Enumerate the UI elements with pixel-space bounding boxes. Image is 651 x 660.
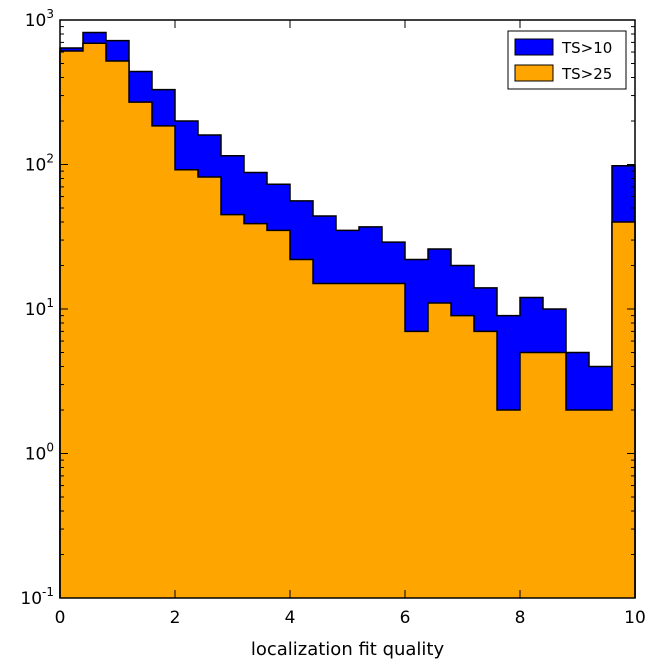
y-tick-base: 10 <box>25 11 47 31</box>
bar-TS>25-3 <box>129 102 153 598</box>
bar-TS>25-11 <box>313 283 337 598</box>
x-axis-label: localization fit quality <box>251 639 445 660</box>
x-tick-label: 0 <box>55 608 66 628</box>
y-tick-exponent: 3 <box>46 7 54 21</box>
legend-label: TS>10 <box>561 39 612 57</box>
bar-TS>25-19 <box>497 410 521 598</box>
x-tick-labels: 0 2 4 6 8 10 <box>55 608 646 628</box>
x-tick-label: 6 <box>400 608 411 628</box>
outline-TS>25 <box>59 42 636 598</box>
y-tick-base: 10 <box>25 300 47 320</box>
bar-TS>25-13 <box>359 283 383 598</box>
legend: TS>10 TS>25 <box>507 30 627 90</box>
series-TS>25 <box>59 42 636 599</box>
y-tick-exponent: 2 <box>46 152 54 166</box>
bar-TS>25-9 <box>267 230 291 598</box>
y-tick-exponent: 0 <box>46 441 54 455</box>
x-tick-label: 10 <box>624 608 646 628</box>
plot-frame <box>59 19 636 599</box>
bar-TS>25-8 <box>244 223 268 598</box>
outline-TS>10 <box>59 31 636 598</box>
bar-TS>25-23 <box>589 410 613 598</box>
histogram-bars <box>59 31 636 599</box>
bar-TS>25-12 <box>336 283 360 598</box>
y-tick-exponent: -1 <box>42 585 54 599</box>
y-tick-exponent: 1 <box>46 296 54 310</box>
bar-TS>25-2 <box>106 61 130 598</box>
bar-TS>25-5 <box>175 169 199 598</box>
bar-TS>25-14 <box>382 283 406 598</box>
bar-TS>25-18 <box>474 331 498 598</box>
y-tick-label: 101 <box>25 296 54 320</box>
y-tick-label: 100 <box>25 441 54 465</box>
legend-label: TS>25 <box>561 65 612 83</box>
y-tick-base: 10 <box>25 156 47 176</box>
bar-TS>25-24 <box>612 222 636 599</box>
bar-TS>25-1 <box>83 43 107 598</box>
x-tick-label: 8 <box>515 608 526 628</box>
bar-TS>25-15 <box>405 331 429 598</box>
bar-TS>25-10 <box>290 259 314 598</box>
bar-TS>25-0 <box>60 51 84 599</box>
bar-TS>25-6 <box>198 176 222 598</box>
bar-TS>25-22 <box>566 410 590 598</box>
y-tick-label: 102 <box>25 152 54 176</box>
bar-TS>25-7 <box>221 214 245 599</box>
bar-TS>25-21 <box>543 352 567 598</box>
y-tick-label: 10-1 <box>20 585 54 609</box>
legend-swatch <box>514 38 554 56</box>
x-tick-label: 2 <box>170 608 181 628</box>
x-tick-label: 4 <box>285 608 296 628</box>
bar-TS>25-17 <box>451 315 475 598</box>
bar-TS>25-16 <box>428 303 452 598</box>
y-tick-label: 103 <box>25 7 54 31</box>
bar-TS>25-20 <box>520 352 544 598</box>
y-tick-base: 10 <box>20 589 42 609</box>
bar-TS>25-4 <box>152 125 176 599</box>
y-tick-base: 10 <box>25 445 47 465</box>
legend-swatch <box>514 64 554 82</box>
